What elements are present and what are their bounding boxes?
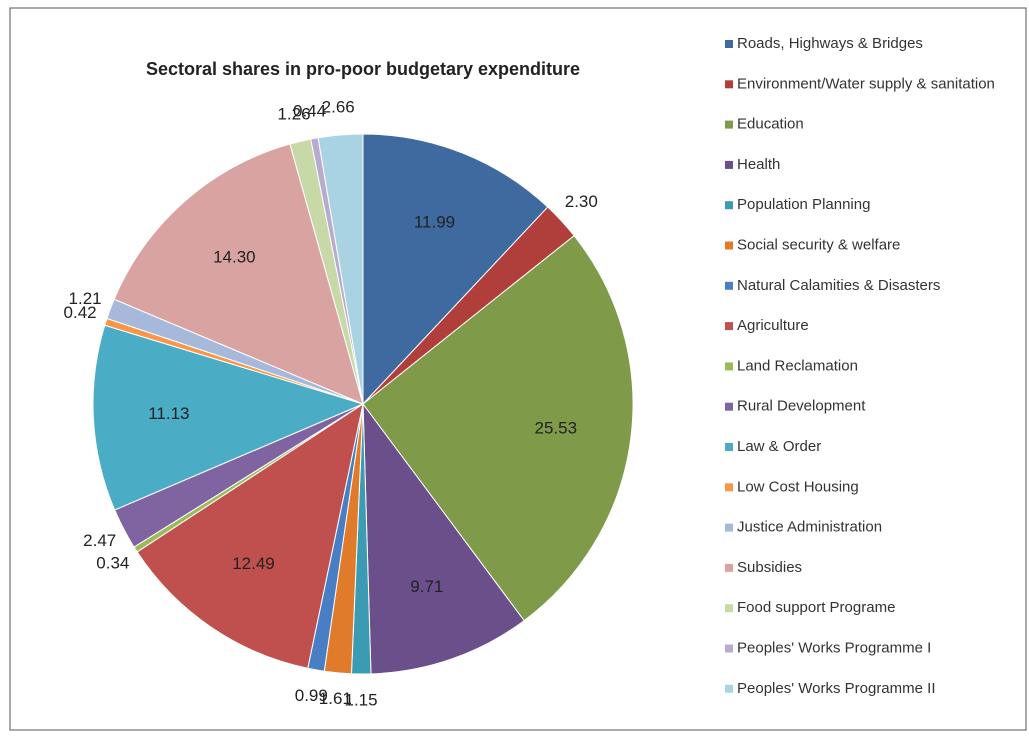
legend-swatch [725, 684, 733, 693]
legend-swatch [725, 281, 733, 290]
legend-swatch [725, 362, 733, 371]
legend-label: Roads, Highways & Bridges [737, 35, 923, 52]
legend-swatch [725, 443, 733, 451]
data-label: 0.42 [64, 303, 97, 322]
chart-title: Sectoral shares in pro-poor budgetary ex… [146, 59, 580, 79]
legend-label: Rural Development [737, 398, 866, 415]
legend-swatch [725, 523, 733, 532]
legend-swatch [725, 644, 733, 653]
data-label: 12.49 [232, 554, 275, 573]
data-label: 1.61 [319, 689, 352, 708]
legend-label: Education [737, 116, 804, 133]
pie-slice [136, 402, 364, 669]
legend-label: Low Cost Housing [737, 478, 859, 495]
legend-swatch [725, 563, 733, 572]
legend-label: Land Reclamation [737, 357, 858, 374]
data-label: 0.44 [293, 101, 326, 120]
legend-label: Agriculture [737, 317, 809, 334]
legend-swatch [725, 322, 733, 331]
legend-swatch [725, 120, 733, 129]
data-label: 25.53 [535, 419, 578, 438]
data-label: 0.34 [96, 554, 129, 573]
legend-label: Social security & welfare [737, 236, 900, 253]
legend-label: Environment/Water supply & sanitation [737, 75, 995, 92]
data-label: 1.26 [277, 105, 310, 124]
legend-label: Peoples' Works Programme II [737, 680, 936, 697]
pie-slice [92, 324, 365, 511]
legend-swatch [725, 201, 733, 210]
pie-slice [362, 402, 525, 675]
legend-swatch [725, 604, 733, 613]
legend-label: Subsidies [737, 559, 802, 576]
legend-label: Health [737, 156, 780, 173]
data-label: 2.66 [322, 98, 355, 117]
legend-label: Law & Order [737, 438, 821, 455]
legend-label: Food support Programe [737, 599, 895, 616]
pie-slice [113, 143, 364, 405]
legend-swatch [725, 402, 733, 411]
pie-slice [317, 133, 364, 405]
legend-swatch [725, 40, 733, 48]
data-label: 9.71 [410, 577, 443, 596]
legend-label: Peoples' Works Programme I [737, 639, 931, 656]
pie-slice [362, 133, 549, 406]
data-label: 2.30 [565, 192, 598, 211]
data-label: 1.21 [69, 289, 102, 308]
legend-swatch [725, 241, 733, 250]
legend-swatch [725, 483, 733, 492]
data-label: 0.99 [295, 686, 328, 705]
data-label: 2.47 [83, 531, 116, 550]
pie-slice [362, 235, 634, 622]
legend-label: Population Planning [737, 196, 870, 213]
data-label: 11.99 [414, 213, 455, 232]
legend-swatch [725, 160, 733, 169]
data-label: 1.15 [344, 690, 377, 709]
data-label: 11.13 [148, 404, 189, 423]
data-label: 14.30 [213, 248, 256, 267]
legend-swatch [725, 80, 733, 89]
legend-label: Justice Administration [737, 519, 882, 536]
legend-label: Natural Calamities & Disasters [737, 277, 940, 294]
